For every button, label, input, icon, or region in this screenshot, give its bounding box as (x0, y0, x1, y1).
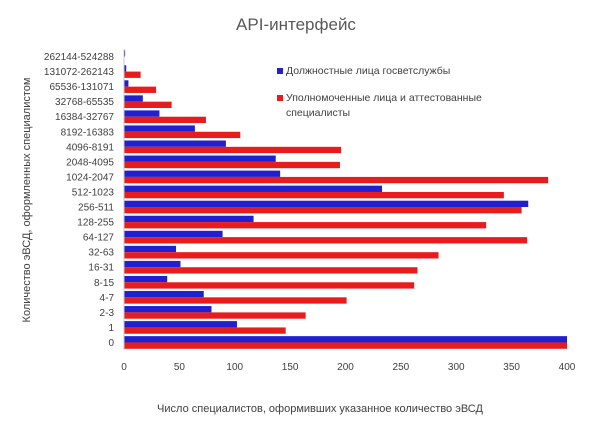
bar-series-1-65536-131071 (124, 80, 129, 87)
legend-label-series-1: Должностные лица госветслужбы (286, 65, 450, 77)
bar-series-1-16384-32767 (124, 110, 160, 117)
bar-series-1-262144-524288 (124, 50, 126, 57)
x-tick-label: 0 (121, 362, 127, 373)
bar-series-2-8-15 (124, 282, 415, 289)
bar-series-2-8192-16383 (124, 131, 241, 139)
bar-series-1-1 (124, 321, 237, 328)
bar-series-2-32768-65535 (124, 101, 172, 108)
bar-series-2-4-7 (124, 297, 347, 304)
y-tick-label: 256-511 (78, 203, 114, 214)
bar-series-2-16-31 (124, 267, 418, 274)
chart-title: API-интерфейс (236, 15, 356, 34)
bar-series-1-256-511 (124, 200, 529, 208)
bars-group (124, 50, 567, 349)
bar-series-1-512-1023 (124, 185, 383, 192)
bar-series-2-16384-32767 (124, 116, 206, 124)
y-tick-label: 1 (108, 323, 114, 334)
x-tick-label: 50 (174, 362, 186, 373)
y-axis-label: Количество эВСД, оформленных специалисто… (21, 78, 33, 323)
x-tick-label: 350 (503, 362, 520, 373)
bar-series-2-4096-8191 (124, 146, 342, 154)
bar-series-1-131072-262143 (124, 65, 127, 72)
bar-series-1-8-15 (124, 275, 168, 283)
bar-series-2-131072-262143 (124, 71, 141, 78)
x-tick-label: 250 (393, 362, 410, 373)
x-tick-label: 200 (337, 362, 354, 373)
bar-series-2-32-63 (124, 252, 439, 259)
y-tick-label: 32-63 (88, 248, 114, 259)
legend-swatch-series-2 (277, 95, 283, 101)
y-tick-label: 1024-2047 (66, 172, 114, 183)
y-tick-label: 8192-16383 (61, 127, 115, 138)
bar-series-2-128-255 (124, 222, 487, 229)
x-tick-label: 300 (448, 362, 465, 373)
bar-series-2-256-511 (124, 207, 522, 214)
bar-series-1-64-127 (124, 230, 223, 238)
y-tick-label: 512-1023 (72, 187, 115, 198)
bar-series-1-32768-65535 (124, 95, 143, 102)
bar-series-1-2-3 (124, 306, 212, 313)
bar-series-2-65536-131071 (124, 86, 157, 93)
bar-series-2-2048-4095 (124, 161, 340, 169)
y-tick-label: 16-31 (88, 263, 114, 274)
y-tick-labels: 0 1 2-3 4-7 8-15 16-31 32-63 64-127 128-255 256-5… (44, 52, 115, 349)
bar-series-2-64-127 (124, 237, 528, 244)
bar-series-1-0 (124, 336, 567, 343)
legend-label-series-2-line-2: специалисты (286, 107, 350, 119)
x-tick-labels: 0 50 100 150 200 250 300 350 400 (121, 362, 576, 373)
bar-series-1-32-63 (124, 245, 177, 253)
bar-series-1-128-255 (124, 215, 254, 223)
bar-series-2-1024-2047 (124, 176, 549, 184)
legend-swatch-series-1 (277, 68, 283, 74)
bar-series-2-2-3 (124, 312, 306, 319)
bar-series-1-4096-8191 (124, 140, 226, 147)
bar-series-2-1 (124, 327, 286, 334)
y-tick-label: 2048-4095 (66, 157, 114, 168)
x-tick-label: 100 (226, 362, 243, 373)
bar-series-2-0 (124, 342, 567, 349)
legend-label-series-2: Уполномоченные лица и аттестованные (286, 92, 482, 104)
x-tick-label: 400 (559, 362, 576, 373)
y-tick-label: 0 (108, 338, 114, 349)
y-tick-label: 16384-32767 (55, 112, 114, 123)
bar-series-1-4-7 (124, 291, 204, 298)
bar-series-1-2048-4095 (124, 155, 276, 162)
y-tick-label: 2-3 (100, 308, 115, 319)
x-axis-label: Число специалистов, оформивших указанное… (157, 403, 483, 415)
legend: Должностные лица госветслужбы Уполномоче… (277, 65, 482, 119)
x-tick-label: 150 (282, 362, 299, 373)
bar-series-2-512-1023 (124, 191, 504, 199)
y-tick-label: 131072-262143 (44, 67, 115, 78)
bar-series-1-1024-2047 (124, 170, 281, 177)
y-tick-label: 32768-65535 (55, 97, 114, 108)
y-tick-label: 8-15 (94, 278, 114, 289)
y-tick-label: 4-7 (100, 293, 115, 304)
y-tick-label: 262144-524288 (44, 52, 115, 63)
y-tick-label: 65536-131071 (49, 82, 114, 93)
y-tick-label: 128-255 (77, 218, 114, 229)
bar-series-1-8192-16383 (124, 125, 195, 132)
y-tick-label: 4096-8191 (66, 142, 114, 153)
y-tick-label: 64-127 (83, 233, 115, 244)
bar-series-1-16-31 (124, 260, 181, 268)
